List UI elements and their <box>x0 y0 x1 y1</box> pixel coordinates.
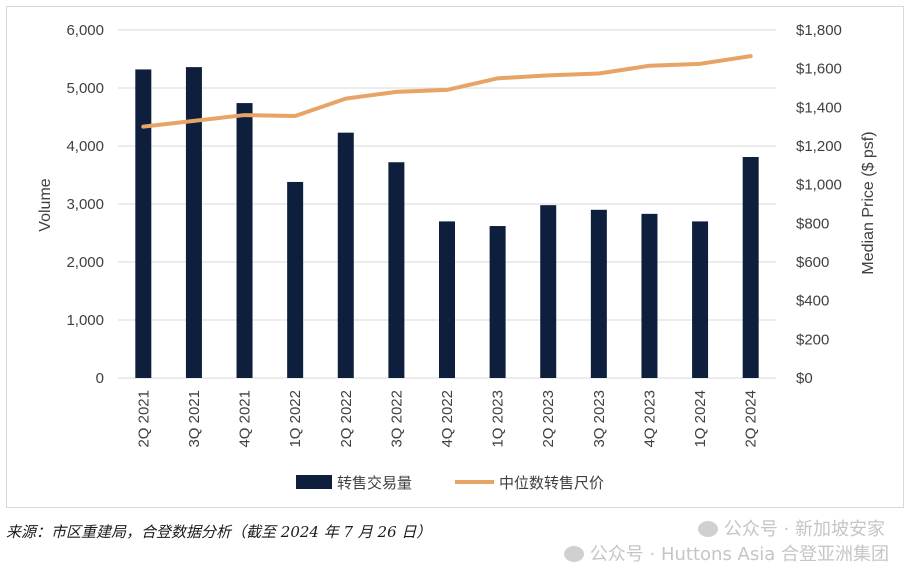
y2-tick-label: $1,800 <box>796 22 842 39</box>
watermark-huttons: 公众号 · Huttons Asia 合登亚洲集团 <box>563 540 889 566</box>
y2-tick-label: $800 <box>796 215 829 232</box>
bar-volume <box>641 213 658 378</box>
y-tick-label: 5,000 <box>66 80 104 97</box>
y-tick-label: 0 <box>96 370 104 387</box>
right-axis-ticks: $0 $200 $400 $600 $800 $1,000 $1,200 $1,400 $1,6… <box>796 22 842 387</box>
bar-volume <box>590 209 607 378</box>
y2-tick-label: $600 <box>796 254 829 271</box>
bar-volume <box>135 69 152 378</box>
legend-label-price: 中位数转售尺价 <box>499 474 604 492</box>
bar-volume <box>742 157 759 378</box>
x-tick-label: 2Q 2021 <box>135 390 152 448</box>
watermark-text-1: 公众号 · 新加坡安家 <box>723 519 885 540</box>
bar-volume <box>287 181 304 378</box>
wechat-icon <box>697 521 718 537</box>
x-tick-label: 3Q 2023 <box>591 390 608 448</box>
x-tick-label: 4Q 2023 <box>641 390 658 448</box>
x-tick-label: 1Q 2023 <box>490 390 507 448</box>
x-tick-label: 4Q 2022 <box>439 390 456 448</box>
bar-volume <box>388 162 405 378</box>
x-tick-label: 4Q 2021 <box>237 390 254 448</box>
y2-tick-label: $400 <box>796 293 829 310</box>
legend-label-volume: 转售交易量 <box>337 474 412 492</box>
y2-tick-label: $1,400 <box>796 99 842 116</box>
legend: 转售交易量 中位数转售尺价 <box>296 474 604 492</box>
y2-tick-label: $200 <box>796 331 829 348</box>
source-note: 来源：市区重建局，合登数据分析（截至 2024 年 7 月 26 日） <box>6 523 432 541</box>
wechat-icon <box>563 546 584 562</box>
y2-tick-label: $0 <box>796 370 813 387</box>
bar-volume <box>236 103 253 378</box>
x-tick-label: 3Q 2021 <box>186 390 203 448</box>
x-tick-label: 2Q 2024 <box>743 390 760 448</box>
y-axis-title: Volume <box>37 178 54 231</box>
y-tick-label: 3,000 <box>66 196 104 213</box>
legend-swatch-volume <box>296 475 332 489</box>
y-tick-label: 1,000 <box>66 312 104 329</box>
y-tick-label: 2,000 <box>66 254 104 271</box>
bar-volume <box>692 221 709 378</box>
y-tick-label: 6,000 <box>66 22 104 39</box>
x-tick-label: 2Q 2022 <box>338 390 355 448</box>
y2-tick-label: $1,000 <box>796 177 842 194</box>
bar-volume <box>185 67 202 379</box>
bar-volume <box>489 226 506 378</box>
y2-tick-label: $1,200 <box>796 138 842 155</box>
y2-tick-label: $1,600 <box>796 61 842 78</box>
x-tick-label: 3Q 2022 <box>388 390 405 448</box>
bar-volume <box>540 205 557 378</box>
x-axis-ticks: 2Q 2021 3Q 2021 4Q 2021 1Q 2022 2Q 2022 3Q 20… <box>135 390 759 448</box>
bar-volume <box>439 221 455 378</box>
price-line <box>141 54 753 129</box>
watermark-account: 公众号 · 新加坡安家 <box>697 515 885 541</box>
y2-axis-title: Median Price ($ psf) <box>860 131 877 274</box>
y-tick-label: 4,000 <box>66 138 104 155</box>
bar-volume <box>337 132 354 378</box>
left-axis-ticks: 0 1,000 2,000 3,000 4,000 5,000 6,000 <box>66 22 104 387</box>
x-tick-label: 1Q 2024 <box>692 390 709 448</box>
watermark-text-2: 公众号 · Huttons Asia 合登亚洲集团 <box>589 544 889 565</box>
x-tick-label: 1Q 2022 <box>287 390 304 448</box>
volume-bars <box>135 67 759 379</box>
x-tick-label: 2Q 2023 <box>540 390 557 448</box>
